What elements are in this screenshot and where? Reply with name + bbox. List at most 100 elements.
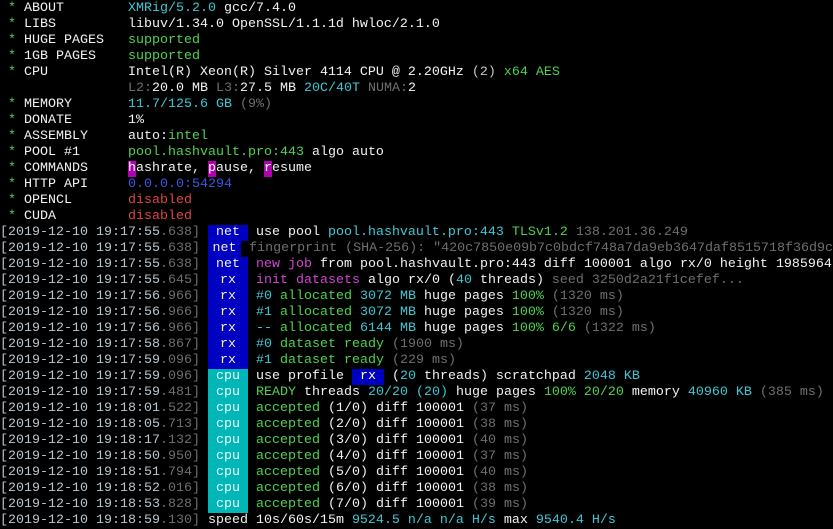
log-tag-rx: rx [207, 273, 248, 289]
log-line: [2019-12-10 19:18:50.950] cpu accepted (4/… [0, 449, 833, 465]
log-timestamp-ms: .522] [159, 401, 200, 416]
log-text-segment: from [311, 257, 360, 272]
log-timestamp-ms: .966] [159, 305, 200, 320]
log-text-segment: 100% 6/6 [503, 321, 576, 336]
log-text-segment: 100% [503, 305, 544, 320]
log-text-segment: 20C/40T [295, 81, 360, 96]
log-text-segment: 2048 KB [583, 369, 640, 384]
info-label [24, 81, 128, 97]
log-text-segment: rx/0 [407, 273, 440, 288]
log-text-segment: L3: [207, 81, 240, 96]
log-text-segment: #1 [255, 305, 272, 320]
log-text-segment: 100001 [415, 481, 464, 496]
log-line: [2019-12-10 19:17:55.645] rx init datasets… [0, 273, 833, 289]
log-text-segment: allocated [271, 321, 352, 336]
log-timestamp: [2019-12-10 19:18:50 [0, 449, 160, 464]
log-text-segment: accepted [255, 481, 320, 496]
log-timestamp-ms: .950] [159, 449, 200, 464]
header-info-row: * OPENCL disabled [0, 193, 833, 209]
header-info-row: * CUDA disabled [0, 209, 833, 225]
log-text-segment: (6/0) [319, 481, 368, 496]
log-text-segment: use profile [255, 369, 352, 384]
info-label: LIBS [24, 17, 128, 32]
header-info-row: * POOL #1 pool.hashvault.pro:443 algo au… [0, 145, 833, 161]
log-text-segment: accepted [255, 449, 320, 464]
log-text-segment: 138.201.36.249 [567, 225, 688, 240]
log-timestamp: [2019-12-10 19:18:51 [0, 465, 160, 480]
bullet-star-icon: * [0, 113, 24, 128]
header-info-row: * DONATE 1% [0, 113, 833, 129]
log-text-segment: -- [255, 321, 272, 336]
info-label: COMMANDS [24, 161, 128, 176]
log-text-segment: 100001 [415, 401, 464, 416]
log-text-segment: (2/0) [319, 417, 368, 432]
log-text-segment: rx [351, 369, 384, 385]
log-text-segment: init datasets [255, 273, 360, 288]
log-timestamp-ms: .638] [159, 241, 200, 256]
log-text-segment: 100001 [415, 433, 464, 448]
log-text-segment: height [711, 257, 776, 272]
info-label: 1GB PAGES [24, 49, 128, 64]
log-text-segment: 100001 [415, 449, 464, 464]
bullet-star-icon: * [0, 17, 24, 32]
log-line: [2019-12-10 19:17:55.638] net use pool poo… [0, 225, 833, 241]
log-line: [2019-12-10 19:17:59.096] rx #1 dataset re… [0, 353, 833, 369]
log-text-segment: (7/0) [319, 497, 368, 512]
log-text-segment: huge pages [415, 289, 504, 304]
log-text-segment: ause, [215, 161, 264, 176]
log-text-segment: 20 [399, 369, 416, 384]
log-text-segment: diff [367, 417, 416, 432]
log-timestamp-ms: .867] [159, 337, 200, 352]
log-timestamp-ms: .481] [159, 385, 200, 400]
log-timestamp: [2019-12-10 19:18:59 [0, 513, 160, 528]
log-text-segment: esume [271, 161, 312, 176]
log-timestamp-ms: .130] [159, 513, 200, 528]
log-text-segment: libuv/1.34.0 OpenSSL/1.1.1d hwloc/2.1.0 [127, 17, 440, 32]
log-text-segment: fingerprint (SHA-256): "420c7850e09b7c0b… [249, 241, 833, 256]
log-text-segment: 1% [127, 113, 144, 128]
log-text-segment: (9%) [231, 97, 272, 112]
log-timestamp-ms: .794] [159, 465, 200, 480]
log-text-segment: 100% [503, 289, 544, 304]
info-label: POOL #1 [24, 145, 128, 160]
log-text-segment: #0 [255, 289, 272, 304]
log-text-segment: L2: [127, 81, 152, 96]
log-timestamp-ms: .096] [159, 369, 200, 384]
log-text-segment: accepted [255, 417, 320, 432]
log-tag-cpu: cpu [207, 481, 248, 497]
bullet-star-icon [0, 81, 24, 97]
log-timestamp: [2019-12-10 19:17:55 [0, 241, 160, 256]
bullet-star-icon: * [0, 209, 24, 224]
log-line: [2019-12-10 19:17:59.096] cpu use profile … [0, 369, 833, 385]
log-text-segment: dataset ready [271, 353, 384, 368]
log-line: [2019-12-10 19:17:55.638] net new job from… [0, 257, 833, 273]
log-text-segment: TLSv1.2 [503, 225, 568, 240]
log-tag-cpu: cpu [207, 497, 248, 513]
log-line: [2019-12-10 19:17:56.966] rx -- allocated … [0, 321, 833, 337]
log-timestamp-ms: .638] [159, 225, 200, 240]
header-info-row: * MEMORY 11.7/125.6 GB (9%) [0, 97, 833, 113]
log-text-segment: accepted [255, 433, 320, 448]
log-text-segment: diff [367, 401, 416, 416]
log-text-segment: supported [127, 33, 200, 48]
log-line: [2019-12-10 19:18:01.522] cpu accepted (1/… [0, 401, 833, 417]
log-line: [2019-12-10 19:17:59.481] cpu READY thread… [0, 385, 833, 401]
log-text-segment: rx/0 [679, 257, 712, 272]
log-text-segment: #1 [255, 353, 272, 368]
bullet-star-icon: * [0, 145, 24, 160]
log-text-segment: max [495, 513, 536, 528]
log-text-segment: 100001 [415, 497, 464, 512]
log-timestamp: [2019-12-10 19:17:56 [0, 321, 160, 336]
log-text-segment: (37 ms) [463, 401, 528, 416]
header-info-row: * HUGE PAGES supported [0, 33, 833, 49]
log-text-segment: ( [439, 273, 456, 288]
log-tag-rx: rx [207, 337, 248, 353]
log-text-segment: disabled [127, 193, 192, 208]
log-text-segment: new job [255, 257, 312, 272]
log-text-segment: (1320 ms) [543, 305, 624, 320]
header-info-row: * LIBS libuv/1.34.0 OpenSSL/1.1.1d hwloc… [0, 17, 833, 33]
header-info-row: L2: 20.0 MB L3: 27.5 MB 20C/40T NUMA: 2 [0, 81, 833, 97]
log-tag-net: net [207, 241, 242, 257]
spacer [200, 513, 208, 529]
